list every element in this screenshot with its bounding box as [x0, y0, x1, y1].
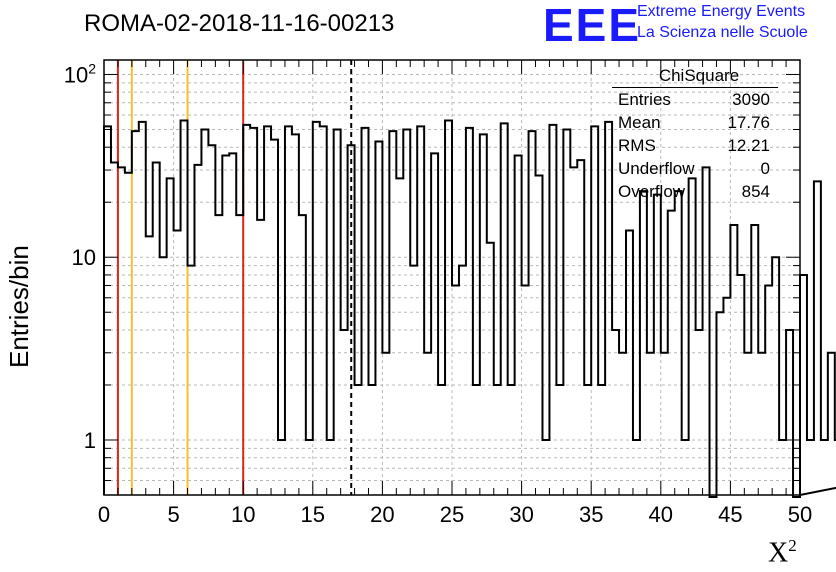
stats-value: 0	[760, 159, 770, 178]
x-tick-label: 20	[370, 502, 394, 527]
stats-divider	[612, 87, 778, 88]
tick-labels: 0 5 10 15 20 25 30 35 40 45 50 1 10 102	[64, 60, 813, 527]
stats-title: ChiSquare	[658, 66, 740, 85]
stats-row-overflow: Overflow 854	[612, 180, 778, 203]
x-tick-label: 25	[440, 502, 464, 527]
stats-row-rms: RMS 12.21	[612, 134, 778, 157]
stats-value: 854	[741, 182, 770, 201]
x-tick-label: 35	[579, 502, 603, 527]
stats-label: Underflow	[618, 159, 695, 178]
stats-value: 17.76	[727, 113, 770, 132]
stats-label: Overflow	[618, 182, 686, 201]
x-tick-label: 45	[718, 502, 742, 527]
x-axis-label: X2	[768, 536, 797, 569]
eee-logo: EEE	[543, 0, 642, 51]
x-tick-label: 50	[788, 502, 812, 527]
histogram-series	[103, 119, 836, 498]
y-tick-label: 1	[84, 428, 96, 453]
stats-label: RMS	[618, 136, 656, 155]
y-tick-label: 10	[72, 245, 96, 270]
y-tick-label: 102	[64, 60, 96, 87]
stats-label: Mean	[618, 113, 661, 132]
stats-row-mean: Mean 17.76	[612, 111, 778, 134]
logo-line-2: La Scienza nelle Scuole	[637, 24, 808, 41]
x-tick-label: 0	[98, 502, 110, 527]
x-tick-label: 5	[167, 502, 179, 527]
axis-ticks	[103, 60, 801, 496]
stats-box: ChiSquare Entries 3090 Mean 17.76 RMS 12…	[612, 66, 778, 203]
stats-value: 12.21	[727, 136, 770, 155]
x-tick-label: 15	[301, 502, 325, 527]
stats-row-entries: Entries 3090	[612, 88, 778, 111]
stats-value: 3090	[732, 90, 770, 109]
reference-lines	[116, 60, 353, 495]
x-tick-label: 30	[509, 502, 533, 527]
x-tick-label: 10	[231, 502, 255, 527]
x-tick-label: 40	[649, 502, 673, 527]
stats-row-underflow: Underflow 0	[612, 157, 778, 180]
logo-line-1: Extreme Energy Events	[637, 3, 806, 20]
chart-title: ROMA-02-2018-11-16-00213	[84, 10, 395, 37]
y-axis-label: Entries/bin	[4, 245, 34, 368]
stats-label: Entries	[618, 90, 671, 109]
